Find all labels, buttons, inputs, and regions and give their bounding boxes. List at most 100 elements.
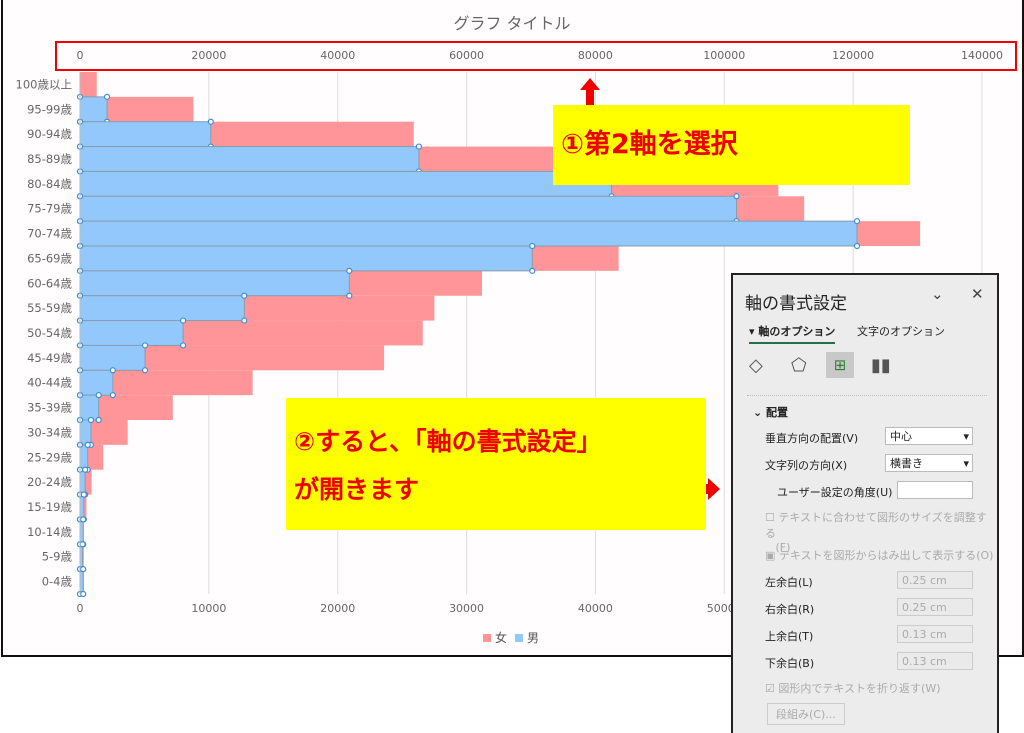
text-direction-select[interactable]: 横書き ▾ — [885, 454, 973, 472]
category-label: 45-49歳 — [27, 351, 72, 365]
bar-male — [79, 469, 86, 496]
selection-handle — [80, 516, 87, 523]
top-margin-label: 上余白(T) — [765, 630, 814, 643]
secondary-axis-tick: 20000 — [191, 49, 226, 62]
wrap-text-checkbox[interactable]: ☑ 図形内でテキストを折り返す(W) — [765, 682, 941, 695]
chevron-down-icon[interactable]: ⌄ — [931, 285, 944, 303]
bar-male — [79, 369, 114, 396]
category-label: 10-14歳 — [27, 525, 72, 539]
bar-male — [79, 419, 92, 446]
overflow-label: テキストを図形からはみ出して表示する(O) — [778, 549, 994, 562]
columns-button[interactable]: 段組み(C)... — [767, 703, 845, 725]
category-label: 40-44歳 — [27, 376, 72, 390]
annotation-select-secondary-axis: ①第2軸を選択 — [553, 105, 910, 185]
selection-handle — [109, 392, 116, 399]
selection-handle — [241, 292, 248, 299]
bar-male — [79, 146, 420, 172]
category-label: 0-4歳 — [42, 575, 73, 589]
format-axis-pane: 軸の書式設定 ⌄ ✕ ▾ 軸のオプション 文字のオプション ◇ ⬠ ⊞ ▮▮ ⌄… — [731, 273, 999, 733]
selection-handle — [141, 342, 149, 349]
secondary-axis-tick: 120000 — [832, 49, 874, 62]
legend-female: 女 — [495, 631, 508, 645]
category-label: 100歳以上 — [16, 77, 72, 91]
autofit-checkbox[interactable]: ☐ テキストに合わせて図形のサイズを調整する (F) — [765, 511, 987, 554]
category-label: 70-74歳 — [27, 227, 72, 241]
category-label: 25-29歳 — [27, 450, 72, 464]
tab-text-options[interactable]: 文字のオプション — [857, 325, 945, 338]
legend-swatch-male — [515, 633, 524, 642]
bar-male — [79, 444, 89, 471]
legend[interactable]: 女 男 — [483, 629, 539, 646]
selection-handle — [179, 317, 187, 324]
selection-handle — [82, 466, 89, 473]
selection-handle — [733, 193, 740, 200]
section-label: 配置 — [766, 406, 789, 419]
secondary-axis-tick: 60000 — [449, 49, 484, 62]
primary-axis-tick: 20000 — [320, 602, 355, 615]
overflow-checkbox[interactable]: ▣ テキストを図形からはみ出して表示する(O) — [765, 549, 994, 562]
category-label: 80-84歳 — [27, 177, 72, 191]
bottom-margin-label: 下余白(B) — [765, 657, 815, 670]
select-value: 中心 — [890, 430, 912, 443]
primary-axis-tick: 0 — [77, 602, 84, 615]
annotation-panel-opens: ②すると、「軸の書式設定」 が開きます — [286, 398, 706, 530]
secondary-axis-tick: 100000 — [703, 49, 745, 62]
category-label: 90-94歳 — [27, 127, 72, 141]
bar-male — [79, 220, 858, 247]
close-icon[interactable]: ✕ — [971, 285, 984, 303]
selection-handle — [241, 317, 248, 324]
bar-male — [79, 170, 613, 197]
selection-handle — [80, 566, 87, 573]
category-label: 60-64歳 — [27, 276, 72, 290]
custom-angle-label: ユーザー設定の角度(U) — [777, 486, 893, 499]
secondary-axis-tick: 140000 — [961, 49, 1003, 62]
fill-icon[interactable]: ◇ — [749, 355, 763, 376]
bar-chart-icon[interactable]: ▮▮ — [871, 355, 891, 376]
category-label: 85-89歳 — [27, 152, 72, 166]
category-label: 15-19歳 — [27, 500, 72, 514]
category-label: 65-69歳 — [27, 251, 72, 265]
bar-male — [79, 195, 738, 222]
bar-male — [79, 344, 146, 371]
bar-male — [79, 394, 100, 421]
selection-handle — [95, 392, 102, 399]
selection-handle — [529, 267, 536, 274]
selection-handle — [346, 267, 353, 274]
vertical-align-label: 垂直方向の配置(V) — [765, 432, 859, 445]
vertical-align-select[interactable]: 中心 ▾ — [885, 427, 973, 445]
section-alignment[interactable]: ⌄ 配置 — [753, 406, 789, 419]
tab-axis-options[interactable]: ▾ 軸のオプション — [749, 323, 836, 344]
selection-handle — [79, 541, 86, 548]
selection-handle — [346, 292, 353, 299]
left-margin-input[interactable]: 0.25 cm — [897, 571, 973, 589]
category-label: 5-9歳 — [42, 550, 73, 564]
selection-handle — [84, 441, 91, 448]
category-label: 35-39歳 — [27, 401, 72, 415]
chart-title[interactable]: グラフ タイトル — [453, 14, 571, 33]
selection-handle — [87, 416, 95, 424]
secondary-axis-tick: 40000 — [320, 49, 355, 62]
selection-handle — [415, 143, 422, 150]
bar-male — [79, 96, 108, 123]
category-label: 50-54歳 — [27, 326, 72, 340]
primary-axis-tick: 40000 — [578, 602, 613, 615]
top-margin-input[interactable]: 0.13 cm — [897, 625, 973, 643]
secondary-axis-tick: 0 — [77, 49, 84, 62]
selection-handle — [80, 590, 87, 598]
tab-label: 軸のオプション — [758, 325, 836, 338]
select-value: 横書き — [890, 457, 923, 470]
right-margin-input[interactable]: 0.25 cm — [897, 598, 973, 616]
bar-male — [79, 121, 212, 148]
bottom-margin-input[interactable]: 0.13 cm — [897, 652, 973, 670]
pentagon-effects-icon[interactable]: ⬠ — [791, 355, 807, 376]
custom-angle-input[interactable] — [897, 481, 973, 499]
category-label: 20-24歳 — [27, 475, 72, 489]
legend-male: 男 — [527, 631, 540, 645]
annotation-line1: ②すると、「軸の書式設定」 — [294, 427, 602, 456]
autofit-label: テキストに合わせて図形のサイズを調整する — [765, 511, 987, 540]
category-label: 95-99歳 — [27, 102, 72, 116]
selection-handle — [109, 367, 116, 374]
selection-handle — [179, 342, 187, 349]
size-properties-icon[interactable]: ⊞ — [826, 352, 854, 378]
primary-axis-tick: 10000 — [191, 602, 226, 615]
